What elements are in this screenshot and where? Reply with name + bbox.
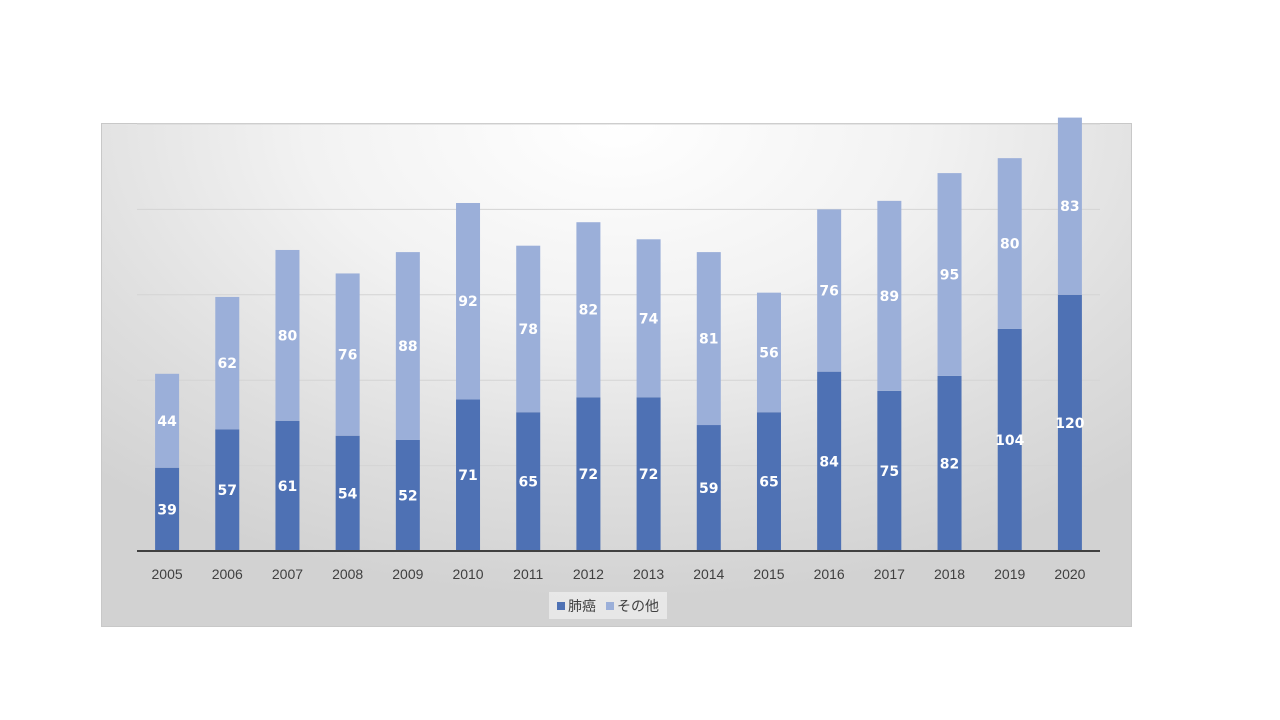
bar-series-1-2007 xyxy=(275,420,300,551)
bar-series-1-2019 xyxy=(997,328,1022,551)
data-labels: 39 44 57 62 61 80 54 76 52 88 71 92 65 78 72 82 72 74 59 81… xyxy=(157,199,1084,518)
bar-series-1-2006 xyxy=(215,429,240,551)
data-label-series-1-2006: 57 xyxy=(218,483,237,499)
x-tick-label-2015: 2015 xyxy=(753,566,784,582)
data-label-series-2-2018: 95 xyxy=(940,268,959,284)
data-label-series-1-2008: 54 xyxy=(338,486,358,502)
bar-series-1-2018 xyxy=(937,375,962,551)
bar-series-2-2015 xyxy=(756,292,781,413)
data-label-series-1-2011: 65 xyxy=(518,475,537,491)
data-label-series-1-2013: 72 xyxy=(639,467,658,483)
legend-item-series-1: 肺癌 xyxy=(557,596,596,616)
legend-item-series-2: その他 xyxy=(606,596,659,616)
bar-series-1-2010 xyxy=(456,399,481,551)
data-label-series-2-2015: 56 xyxy=(759,345,778,361)
bar-series-2-2014 xyxy=(696,252,721,426)
legend: 肺癌 その他 xyxy=(549,592,667,619)
data-label-series-1-2012: 72 xyxy=(579,467,598,483)
bar-series-1-2009 xyxy=(395,439,420,551)
legend-swatch-series-1 xyxy=(557,601,565,610)
bar-series-2-2005 xyxy=(155,373,180,468)
data-label-series-2-2016: 76 xyxy=(819,284,838,300)
bars xyxy=(155,117,1082,551)
x-tick-label-2005: 2005 xyxy=(152,566,183,582)
bar-series-2-2010 xyxy=(456,202,481,400)
x-tick-label-2007: 2007 xyxy=(272,566,303,582)
x-tick-label-2012: 2012 xyxy=(573,566,604,582)
data-label-series-1-2009: 52 xyxy=(398,488,417,504)
bar-series-1-2008 xyxy=(335,435,360,551)
data-label-series-2-2007: 80 xyxy=(278,328,298,344)
data-label-series-1-2005: 39 xyxy=(157,502,176,518)
x-tick-label-2013: 2013 xyxy=(633,566,664,582)
bar-series-1-2012 xyxy=(576,397,601,551)
bar-series-2-2006 xyxy=(215,296,240,430)
data-label-series-1-2015: 65 xyxy=(759,475,778,491)
data-label-series-2-2009: 88 xyxy=(398,339,417,355)
bar-series-2-2020 xyxy=(1057,117,1082,295)
bar-series-1-2013 xyxy=(636,397,661,551)
bar-series-1-2005 xyxy=(155,467,180,551)
bar-series-2-2016 xyxy=(817,209,842,372)
bar-series-1-2020 xyxy=(1057,294,1082,551)
bar-series-2-2013 xyxy=(636,239,661,398)
data-label-series-2-2017: 89 xyxy=(880,289,899,305)
x-tick-label-2019: 2019 xyxy=(994,566,1025,582)
data-label-series-2-2011: 78 xyxy=(518,322,537,338)
legend-label-series-2: その他 xyxy=(617,598,659,615)
x-tick-label-2008: 2008 xyxy=(332,566,363,582)
legend-label-series-1: 肺癌 xyxy=(568,598,596,615)
x-tick-label-2009: 2009 xyxy=(392,566,423,582)
data-label-series-1-2019: 104 xyxy=(995,433,1024,449)
data-label-series-2-2008: 76 xyxy=(338,348,357,364)
bar-series-1-2017 xyxy=(877,390,902,551)
data-label-series-2-2020: 83 xyxy=(1060,199,1079,215)
bar-series-2-2019 xyxy=(997,158,1022,329)
bar-series-2-2008 xyxy=(335,273,360,436)
data-label-series-1-2016: 84 xyxy=(819,454,839,470)
legend-swatch-series-2 xyxy=(606,601,614,610)
x-tick-label-2018: 2018 xyxy=(934,566,965,582)
x-tick-label-2010: 2010 xyxy=(452,566,483,582)
x-tick-label-2011: 2011 xyxy=(513,566,543,582)
data-label-series-2-2019: 80 xyxy=(1000,237,1020,253)
bar-series-2-2017 xyxy=(877,200,902,391)
data-label-series-2-2014: 81 xyxy=(699,332,718,348)
x-tick-label-2014: 2014 xyxy=(693,566,724,582)
data-label-series-1-2017: 75 xyxy=(880,464,899,480)
data-label-series-2-2010: 92 xyxy=(458,294,477,310)
bar-series-2-2011 xyxy=(516,245,541,413)
bar-series-2-2012 xyxy=(576,222,601,398)
bar-series-1-2014 xyxy=(696,425,721,551)
data-label-series-1-2014: 59 xyxy=(699,481,718,497)
x-tick-label-2017: 2017 xyxy=(874,566,905,582)
data-label-series-2-2013: 74 xyxy=(639,311,659,327)
bar-series-2-2009 xyxy=(395,252,420,440)
data-label-series-2-2012: 82 xyxy=(579,303,598,319)
data-label-series-2-2005: 44 xyxy=(157,414,177,430)
data-label-series-1-2007: 61 xyxy=(278,479,297,495)
data-label-series-2-2006: 62 xyxy=(218,356,237,372)
bar-series-2-2018 xyxy=(937,173,962,376)
x-tick-label-2016: 2016 xyxy=(814,566,845,582)
bar-series-1-2011 xyxy=(516,412,541,551)
x-tick-label-2006: 2006 xyxy=(212,566,243,582)
data-label-series-1-2020: 120 xyxy=(1055,416,1084,432)
bar-series-1-2016 xyxy=(817,371,842,551)
x-axis-tick-labels: 2005 2006 2007 2008 2009 2010 2011 2012 2013 2014… xyxy=(152,566,1086,582)
bar-series-2-2007 xyxy=(275,249,300,421)
x-tick-label-2020: 2020 xyxy=(1054,566,1085,582)
data-label-series-1-2018: 82 xyxy=(940,456,959,472)
data-label-series-1-2010: 71 xyxy=(458,468,477,484)
bar-series-1-2015 xyxy=(756,412,781,551)
